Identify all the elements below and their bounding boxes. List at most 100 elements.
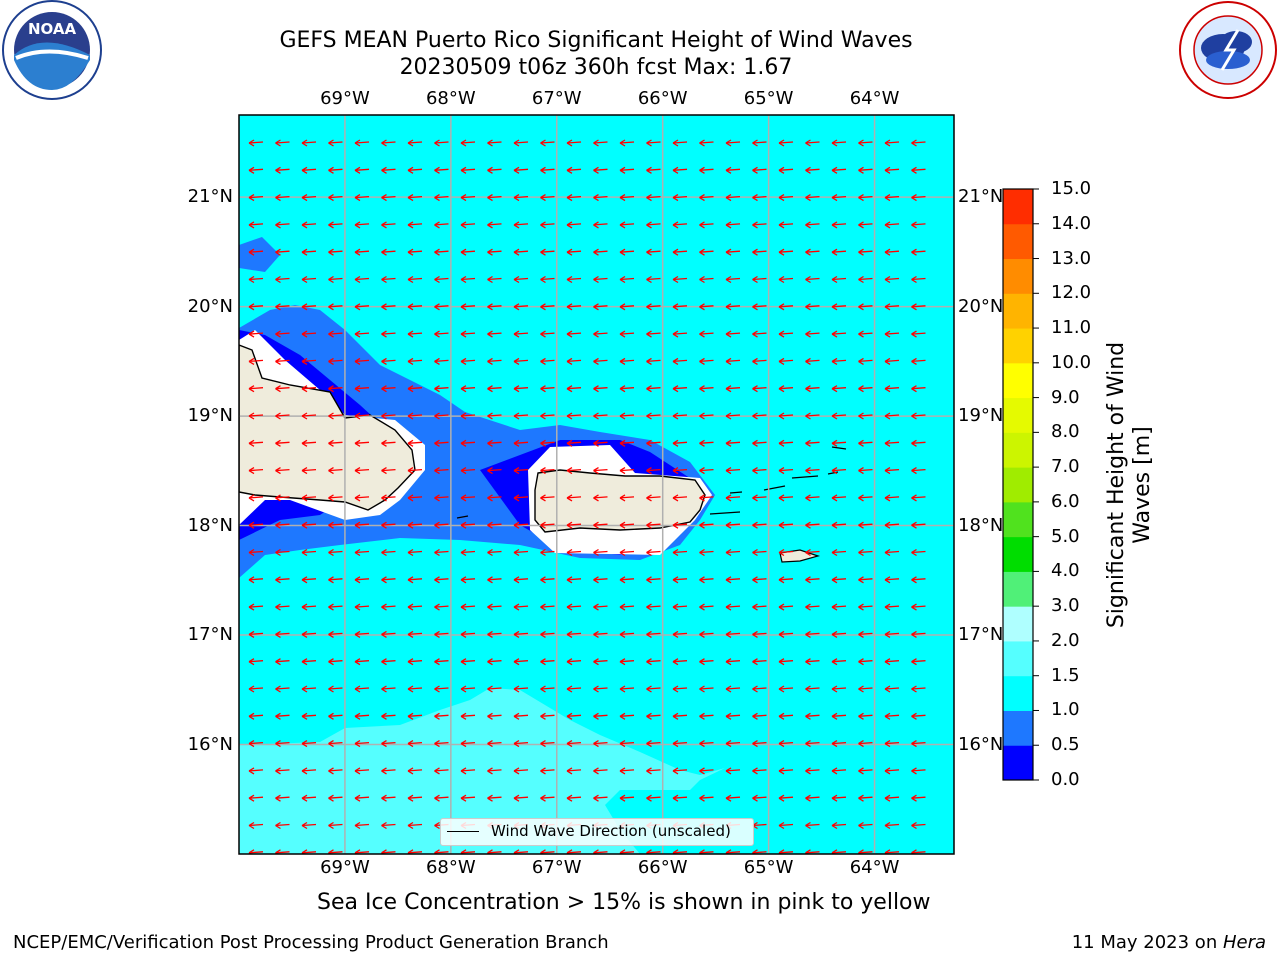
tick-label: 68°W <box>425 88 476 109</box>
wind-wave-arrow <box>381 385 396 393</box>
wind-wave-arrow <box>858 221 873 229</box>
wind-wave-arrow <box>328 467 343 475</box>
wind-wave-arrow <box>778 521 794 529</box>
wind-wave-arrow <box>831 330 847 338</box>
wind-wave-arrow <box>328 221 343 229</box>
wind-wave-arrow <box>540 275 555 284</box>
wind-wave-arrow <box>884 821 900 830</box>
wind-wave-arrow <box>407 330 423 338</box>
wind-wave-arrow <box>301 194 317 202</box>
wind-wave-arrow <box>593 385 608 393</box>
wind-wave-arrow <box>699 275 714 284</box>
wind-wave-arrow <box>354 303 370 311</box>
wind-wave-arrow <box>778 740 794 748</box>
wind-wave-arrow <box>407 794 423 802</box>
wind-wave-arrow <box>805 412 820 420</box>
wind-wave-arrow <box>354 194 370 202</box>
wind-wave-arrow <box>593 794 608 802</box>
wind-wave-arrow <box>407 740 423 748</box>
wind-wave-arrow <box>884 767 900 775</box>
wind-wave-arrow <box>513 439 529 447</box>
wind-wave-arrow <box>540 521 555 529</box>
wind-wave-arrow <box>805 248 820 256</box>
wind-wave-arrow <box>593 303 608 311</box>
wind-wave-arrow <box>434 330 449 338</box>
colorbar-tick-label: 14.0 <box>1051 212 1092 234</box>
wind-wave-arrow <box>487 248 502 256</box>
wind-wave-arrow <box>911 439 926 447</box>
wind-wave-arrow <box>354 330 370 338</box>
wind-wave-arrow <box>460 685 476 693</box>
wind-wave-arrow <box>381 740 396 748</box>
wind-wave-arrow <box>911 767 926 775</box>
wind-wave-arrow <box>301 467 317 475</box>
wind-wave-arrow <box>805 357 820 365</box>
wind-wave-arrow <box>354 467 370 475</box>
wind-wave-arrow <box>248 330 264 338</box>
colorbar-tick-label: 6.0 <box>1051 490 1080 512</box>
wind-wave-arrow <box>248 467 264 475</box>
wind-wave-arrow <box>381 412 396 420</box>
wind-wave-arrow <box>646 494 661 502</box>
wind-wave-arrow <box>725 194 741 202</box>
wind-wave-arrow <box>752 521 767 529</box>
wind-wave-arrow <box>911 467 926 475</box>
wind-wave-arrow <box>778 576 794 584</box>
colorbar-tick-label: 9.0 <box>1051 386 1080 408</box>
map-title: GEFS MEAN Puerto Rico Significant Height… <box>279 28 913 53</box>
wind-wave-arrow <box>778 357 794 365</box>
wind-wave-arrow <box>460 139 476 147</box>
wind-wave-arrow <box>699 494 714 502</box>
nws-logo <box>1178 0 1278 100</box>
wind-wave-arrow <box>540 303 555 311</box>
wind-wave-arrow <box>407 685 423 693</box>
wind-wave-arrow <box>460 630 476 638</box>
wind-wave-arrow <box>328 248 343 256</box>
wind-wave-arrow <box>805 821 820 830</box>
colorbar-frame <box>1002 188 1034 781</box>
wind-wave-arrow <box>725 303 741 311</box>
wind-wave-arrow <box>778 494 794 502</box>
wind-wave-arrow <box>778 221 794 229</box>
wind-wave-arrow <box>354 548 370 557</box>
wind-wave-arrow <box>752 139 767 147</box>
wind-wave-arrow <box>805 630 820 638</box>
tick-label: 21°N <box>187 186 233 208</box>
wind-wave-arrow <box>566 521 582 529</box>
wind-wave-arrow <box>699 548 714 557</box>
wind-wave-arrow <box>275 548 290 557</box>
wind-wave-arrow <box>831 740 847 748</box>
wind-wave-arrow <box>275 330 290 338</box>
wind-wave-arrow <box>434 248 449 256</box>
tick-label: 68°W <box>425 857 476 878</box>
wind-wave-arrow <box>275 658 290 666</box>
wind-wave-arrow <box>752 412 767 420</box>
wind-wave-arrow <box>434 794 449 802</box>
wind-wave-arrow <box>911 685 926 693</box>
wind-wave-arrow <box>460 166 476 174</box>
wind-wave-arrow <box>884 467 900 475</box>
wind-wave-arrow <box>381 194 396 202</box>
wind-wave-arrow <box>646 357 661 365</box>
wind-wave-arrow <box>275 794 290 802</box>
wind-wave-arrow <box>911 139 926 147</box>
wind-wave-arrow <box>487 412 502 420</box>
tick-label: 67°W <box>531 88 582 109</box>
wind-wave-arrow <box>407 521 423 529</box>
wind-wave-arrow <box>752 275 767 284</box>
wind-wave-arrow <box>487 548 502 557</box>
wind-wave-arrow <box>301 166 317 174</box>
wind-wave-arrow <box>328 303 343 311</box>
wind-wave-arrow <box>699 603 714 611</box>
wind-wave-arrow <box>407 166 423 174</box>
wind-wave-arrow <box>619 357 635 365</box>
colorbar-segment <box>1003 223 1033 260</box>
wind-wave-arrow <box>354 821 370 830</box>
wind-wave-arrow <box>752 467 767 475</box>
wind-wave-arrow <box>911 275 926 284</box>
wind-wave-arrow <box>911 576 926 584</box>
wind-wave-arrow <box>301 603 317 611</box>
wind-wave-arrow <box>566 412 582 420</box>
wind-wave-arrow <box>593 166 608 174</box>
